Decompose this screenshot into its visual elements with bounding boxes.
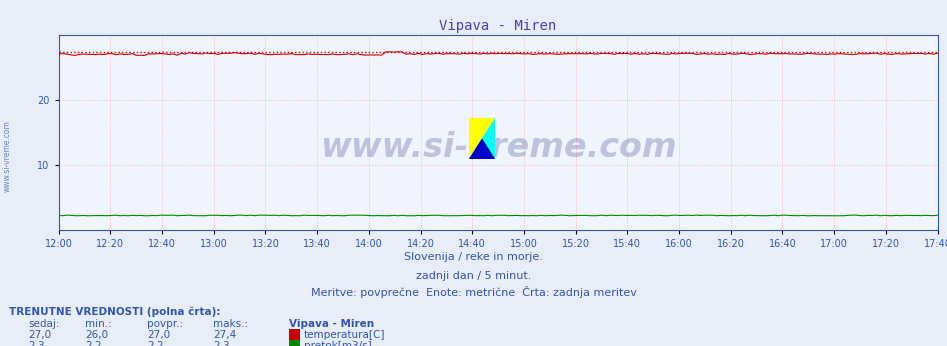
Text: 2,3: 2,3 [28, 342, 45, 346]
Text: zadnji dan / 5 minut.: zadnji dan / 5 minut. [416, 271, 531, 281]
Text: sedaj:: sedaj: [28, 319, 60, 329]
Text: Meritve: povprečne  Enote: metrične  Črta: zadnja meritev: Meritve: povprečne Enote: metrične Črta:… [311, 286, 636, 298]
Text: Vipava - Miren: Vipava - Miren [289, 319, 374, 329]
Text: Slovenija / reke in morje.: Slovenija / reke in morje. [404, 252, 543, 262]
Text: povpr.:: povpr.: [147, 319, 183, 329]
Text: 27,0: 27,0 [28, 330, 51, 340]
Polygon shape [469, 118, 495, 159]
Title: Vipava - Miren: Vipava - Miren [439, 19, 557, 34]
Text: 27,0: 27,0 [147, 330, 170, 340]
Polygon shape [469, 118, 495, 159]
Text: 2,3: 2,3 [213, 342, 230, 346]
Text: temperatura[C]: temperatura[C] [304, 330, 385, 340]
Text: 27,4: 27,4 [213, 330, 237, 340]
Polygon shape [469, 138, 495, 159]
Text: 2,2: 2,2 [147, 342, 164, 346]
Text: TRENUTNE VREDNOSTI (polna črta):: TRENUTNE VREDNOSTI (polna črta): [9, 306, 221, 317]
Text: pretok[m3/s]: pretok[m3/s] [304, 342, 372, 346]
Text: www.si-vreme.com: www.si-vreme.com [320, 131, 676, 164]
Text: maks.:: maks.: [213, 319, 248, 329]
Text: www.si-vreme.com: www.si-vreme.com [3, 120, 12, 192]
Text: 26,0: 26,0 [85, 330, 108, 340]
Text: 2,2: 2,2 [85, 342, 102, 346]
Text: min.:: min.: [85, 319, 112, 329]
